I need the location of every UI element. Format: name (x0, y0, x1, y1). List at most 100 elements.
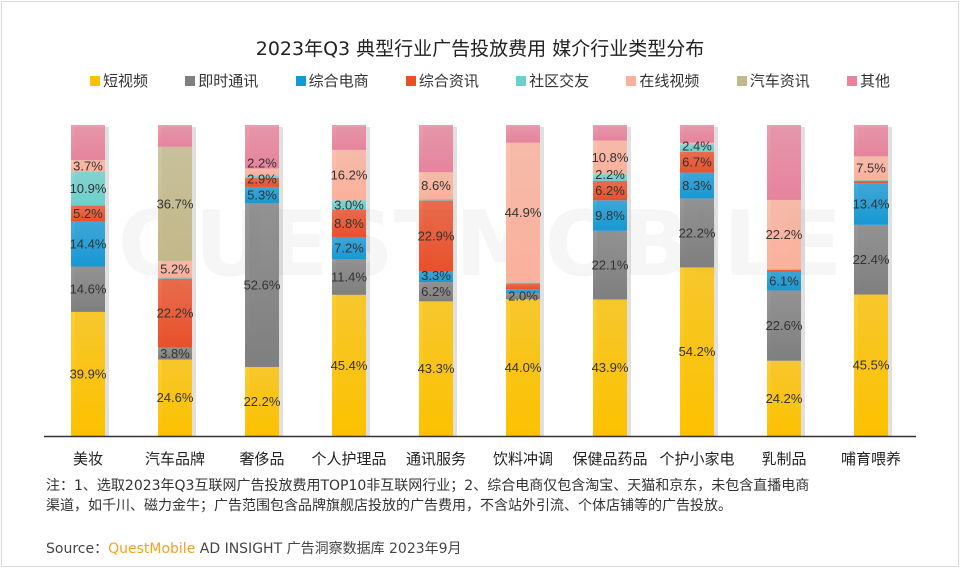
legend-swatch (90, 75, 100, 86)
bar-segment (158, 146, 192, 261)
bar-segment (854, 125, 888, 157)
legend-swatch (405, 75, 416, 86)
legend: 短视频 即时通讯 综合电商 综合资讯 社区交友 在线视频 汽车资讯 其他 (90, 70, 890, 91)
data-label: 5.2% (73, 206, 103, 221)
bar-segment (506, 292, 540, 300)
category-label: 哺育喂养 (841, 450, 901, 468)
bar-segment (680, 172, 714, 199)
legend-item: 在线视频 (626, 70, 699, 91)
bar-segment (71, 205, 105, 222)
data-label: 7.2% (334, 241, 364, 256)
legend-label: 短视频 (103, 72, 149, 90)
data-label: 22.2% (244, 394, 281, 409)
category-label: 汽车品牌 (145, 450, 205, 468)
legend-item: 汽车资讯 (736, 70, 810, 91)
data-label: 3.8% (160, 346, 190, 361)
bar-segment (506, 282, 540, 284)
data-label: 8.3% (682, 178, 712, 193)
data-label: 22.2% (766, 227, 803, 242)
bar-segment (245, 186, 279, 204)
bar-segment (158, 260, 192, 278)
data-label: 5.3% (247, 188, 277, 203)
data-label: 2.9% (247, 172, 277, 187)
data-label: 22.9% (418, 229, 455, 244)
bar-segment (593, 200, 627, 231)
bar-segment (680, 144, 714, 152)
data-label: 24.6% (157, 390, 194, 405)
bar-segment (245, 168, 279, 176)
source-prefix: Source： (46, 541, 109, 557)
data-label: 44.0% (505, 360, 542, 375)
bar-segment (506, 283, 540, 290)
legend-label: 其他 (859, 72, 890, 90)
data-label: 44.9% (505, 205, 542, 220)
bar-segment (767, 199, 801, 269)
data-label: 45.4% (331, 358, 368, 373)
bar-segment (71, 125, 105, 161)
bar-segment (245, 175, 279, 178)
legend-item: 短视频 (90, 70, 148, 91)
data-label: 3.7% (73, 158, 103, 173)
data-label: 2.2% (595, 167, 625, 182)
legend-item: 社区交友 (516, 70, 589, 91)
bar-segment (593, 299, 627, 436)
data-label: 5.2% (160, 261, 190, 276)
footnotes: 注：1、选取2023年Q3互联网广告投放费用TOP10非互联网行业；2、综合电商… (46, 476, 946, 516)
legend-swatch (846, 75, 857, 86)
legend-label: 汽车资讯 (749, 72, 810, 90)
bar-segment (158, 125, 192, 147)
bar-segment (593, 125, 627, 141)
legend-item: 综合资讯 (405, 70, 479, 91)
bar-segment (767, 269, 801, 272)
category-label: 饮料冲调 (493, 450, 553, 468)
bar-segment (419, 271, 453, 283)
legend-swatch (736, 75, 747, 86)
bar-segment (680, 198, 714, 268)
bar-segment (506, 299, 540, 436)
bar-segment (506, 142, 540, 283)
data-label: 10.8% (592, 150, 629, 165)
legend-swatch (516, 75, 527, 86)
data-label: 3.0% (334, 197, 364, 212)
data-label: 36.7% (157, 196, 194, 211)
data-label: 8.6% (421, 178, 451, 193)
data-label: 10.9% (70, 181, 107, 196)
bar-segment (419, 282, 453, 302)
bar-segment (680, 125, 714, 143)
bar-segment (767, 290, 801, 361)
bar-segment (767, 271, 801, 291)
legend-label: 综合电商 (308, 72, 369, 90)
bar-segment (767, 360, 801, 436)
bar-segment (332, 259, 366, 295)
data-label: 6.2% (595, 183, 625, 198)
category-label: 个人护理品 (311, 450, 386, 468)
bar-segment (332, 294, 366, 436)
bar-segment (419, 199, 453, 201)
bar-segment (854, 156, 888, 180)
bar-segment (245, 125, 279, 169)
bar-segment (158, 277, 192, 279)
bar-segment (419, 172, 453, 200)
bar-segment (593, 230, 627, 300)
bar-segment (332, 200, 366, 210)
bar-segment (767, 125, 801, 200)
data-label: 24.2% (766, 391, 803, 406)
data-label: 54.2% (679, 344, 716, 359)
legend-label: 即时通讯 (198, 72, 259, 90)
bar-segment (419, 200, 453, 272)
legend-label: 综合资讯 (418, 72, 479, 90)
bar-segment (854, 224, 888, 295)
bar-segment (767, 268, 801, 270)
bar-segment (71, 160, 105, 172)
stacked-bar-chart: QUESTMOBILE 39.9% 14.6% 14.4% 5.2% 10.9% 3.7% 美… (44, 125, 916, 468)
bar-segment (854, 294, 888, 436)
data-label: 6.7% (682, 155, 712, 170)
note-line-1: 注：1、选取2023年Q3互联网广告投放费用TOP10非互联网行业；2、综合电商… (46, 478, 810, 494)
category-label: 通讯服务 (406, 450, 466, 468)
data-label: 39.9% (70, 366, 107, 381)
note-line-2: 渠道，如千川、磁力金牛；广告范围包含品牌旗舰店投放的广告费用，不含站外引流、个体… (46, 498, 732, 514)
source-line: Source：QuestMobile AD INSIGHT 广告洞察数据库 20… (46, 538, 462, 558)
bar-segment (593, 174, 627, 181)
data-label: 52.6% (244, 278, 281, 293)
legend-item: 即时通讯 (185, 70, 258, 91)
